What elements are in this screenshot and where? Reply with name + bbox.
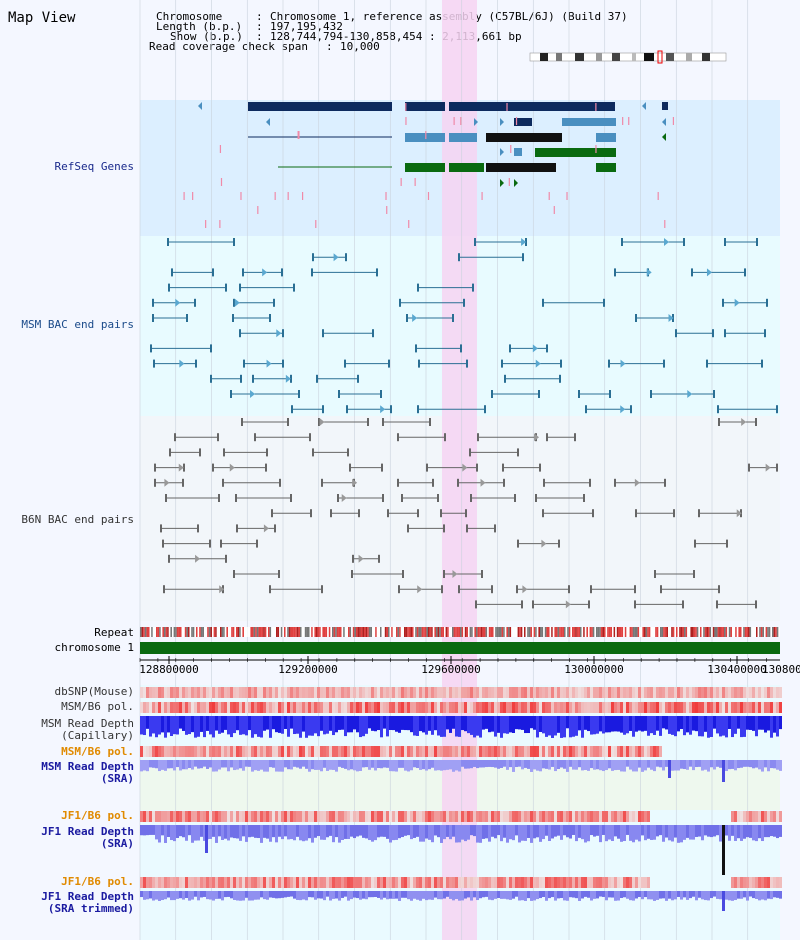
msm-b6-pol-sra-track[interactable] [140,746,662,757]
refseq-genes-track[interactable] [183,102,675,228]
msm-read-sra-sublabel: (SRA) [100,772,134,785]
axis-tick-label: 130400000 [707,663,767,676]
msm-b6-pol-track[interactable] [140,702,782,713]
jf1-b6-pol-2-label: JF1/B6 pol. [61,875,134,888]
msm-b6-pol-label: MSM/B6 pol. [61,700,134,713]
jf1-read-sra-sublabel: (SRA) [100,837,134,850]
axis-tick-label-clipped: 130800 [762,663,800,676]
map-view-title: Map View [8,10,76,26]
jf1-b6-pol-label: JF1/B6 pol. [61,809,134,822]
msm-b6-pol-sra-label: MSM/B6 pol. [61,745,134,758]
msm-bac-end-pairs-track[interactable] [150,238,778,414]
chromosome-label: chromosome 1 [54,641,134,654]
jf1-b6-pol-track[interactable] [140,811,782,822]
info-length-value: 197,195,432 [270,20,343,33]
info-show-sep: : [256,30,270,43]
repeat-track[interactable] [140,627,780,637]
msm-read-cap-label: MSM Read Depth [41,717,134,730]
axis-tick-label: 130000000 [564,663,624,676]
info-length-sep: : [256,20,270,33]
msm-read-sra-label: MSM Read Depth [41,760,134,773]
jf1-read-depth-sra-track[interactable] [140,825,782,875]
b6n-bac-label[interactable]: B6N BAC end pairs [21,513,134,526]
info-show-label: Show (b.p.) [170,30,243,43]
msm-bac-label[interactable]: MSM BAC end pairs [21,318,134,331]
refseq-genes-label[interactable]: RefSeq Genes [54,160,134,173]
info-coverage-sep: : [326,40,340,53]
jf1-read-depth-trimmed-track[interactable] [140,891,782,911]
info-chromosome-sep: : [256,10,270,23]
info-coverage-value: 10,000 [340,40,380,53]
info-chromosome-label: Chromosome [156,10,223,23]
jf1-read-trim-label: JF1 Read Depth [41,890,134,903]
msm-read-depth-capillary-track[interactable] [140,716,782,738]
msm-read-cap-sublabel: (Capillary) [61,729,134,742]
jf1-read-trim-sublabel: (SRA trimmed) [47,902,134,915]
selection-highlight[interactable] [442,0,477,940]
dbsnp-label: dbSNP(Mouse) [54,685,134,698]
dbsnp-track[interactable] [140,687,782,698]
jf1-b6-pol-2-track[interactable] [140,877,782,888]
repeat-label: Repeat [94,626,134,639]
axis-tick-label: 129600000 [421,663,481,676]
msm-read-depth-sra-track[interactable] [140,760,782,782]
position-axis [139,656,780,664]
b6n-bac-end-pairs-track[interactable] [154,418,778,609]
axis-tick-label: 129200000 [278,663,338,676]
chromosome-ideogram[interactable] [529,50,727,64]
axis-tick-label: 128800000 [139,663,199,676]
info-coverage-label: Read coverage check span [149,40,308,53]
chromosome-bar[interactable] [140,642,780,654]
vertical-gridlines [139,0,749,940]
jf1-read-sra-label: JF1 Read Depth [41,825,134,838]
